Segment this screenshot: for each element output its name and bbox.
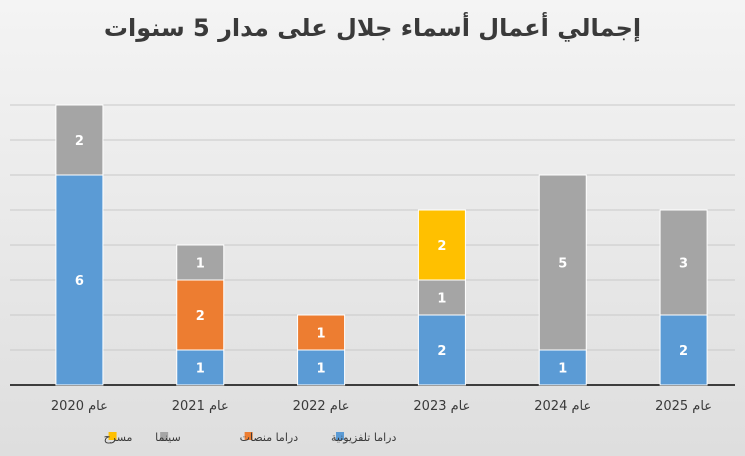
- data-label: 6: [75, 274, 84, 289]
- data-label: 3: [679, 257, 688, 272]
- x-tick-label: 2023 عام: [413, 399, 470, 414]
- legend-label: دراما تلفزيونية: [331, 431, 396, 444]
- bar-segment: [176, 244, 225, 281]
- bar-segment: [538, 174, 587, 351]
- data-label: 1: [437, 292, 446, 307]
- bar-segment: [538, 349, 587, 386]
- legend-label: مسرح: [104, 431, 133, 444]
- legend-label: سينما: [155, 431, 181, 444]
- bar-segment: [55, 174, 104, 386]
- legend-swatch: [108, 432, 117, 440]
- x-tick-label: 2021 عام: [172, 399, 229, 414]
- bar-segment: [417, 209, 466, 281]
- bar-segment: [297, 314, 346, 351]
- data-label: 2: [75, 134, 84, 149]
- bar-segment: [297, 349, 346, 386]
- legend-swatch: [244, 432, 253, 440]
- x-tick-label: 2024 عام: [534, 399, 591, 414]
- chart-title: إجمالي أعمال أسماء جلال على مدار 5 سنوات: [103, 14, 642, 42]
- data-label: 1: [196, 362, 205, 377]
- x-tick-label: 2022 عام: [293, 399, 350, 414]
- data-label: 1: [196, 257, 205, 272]
- data-label: 1: [317, 362, 326, 377]
- data-label: 2: [437, 239, 446, 254]
- x-tick-label: 2020 عام: [51, 399, 108, 414]
- data-label: 1: [558, 362, 567, 377]
- bar-segment: [55, 104, 104, 176]
- x-tick-label: 2025 عام: [655, 399, 712, 414]
- bar-segment: [176, 349, 225, 386]
- data-label: 5: [558, 257, 567, 272]
- data-label: 2: [437, 344, 446, 359]
- data-label: 2: [679, 344, 688, 359]
- bar-segment: [417, 279, 466, 316]
- legend-swatch: [160, 432, 169, 440]
- data-label: 2: [196, 309, 205, 324]
- legend-swatch: [336, 432, 344, 440]
- bar-segment: [659, 209, 708, 316]
- bar-segment: [417, 314, 466, 386]
- legend-label: دراما منصات: [240, 431, 299, 444]
- data-label: 1: [317, 327, 326, 342]
